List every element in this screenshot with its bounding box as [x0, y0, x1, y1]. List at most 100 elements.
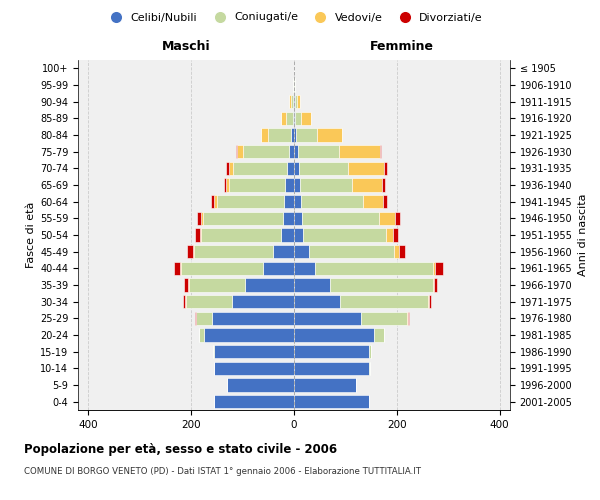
Bar: [386, 228, 393, 241]
Bar: [294, 345, 368, 358]
Bar: [294, 245, 310, 258]
Bar: [429, 295, 431, 308]
Bar: [232, 295, 294, 308]
Bar: [303, 228, 386, 241]
Bar: [294, 228, 303, 241]
Bar: [433, 262, 436, 275]
Bar: [301, 112, 311, 125]
Bar: [193, 245, 194, 258]
Bar: [296, 128, 317, 141]
Bar: [294, 195, 301, 208]
Bar: [340, 295, 428, 308]
Bar: [263, 262, 294, 275]
Bar: [295, 112, 301, 125]
Bar: [188, 278, 245, 291]
Bar: [238, 145, 242, 158]
Bar: [294, 145, 298, 158]
Bar: [317, 128, 343, 141]
Bar: [287, 162, 294, 175]
Bar: [298, 145, 339, 158]
Bar: [379, 212, 395, 225]
Bar: [400, 245, 404, 258]
Bar: [380, 145, 382, 158]
Bar: [294, 312, 361, 325]
Bar: [292, 95, 293, 108]
Bar: [314, 262, 433, 275]
Bar: [299, 162, 348, 175]
Bar: [213, 345, 214, 358]
Bar: [301, 195, 363, 208]
Bar: [245, 278, 294, 291]
Bar: [184, 278, 188, 291]
Bar: [302, 212, 379, 225]
Bar: [297, 95, 300, 108]
Bar: [281, 228, 294, 241]
Bar: [284, 195, 294, 208]
Bar: [202, 228, 281, 241]
Bar: [203, 212, 283, 225]
Bar: [173, 262, 180, 275]
Bar: [434, 278, 437, 291]
Bar: [211, 195, 214, 208]
Bar: [294, 212, 302, 225]
Bar: [436, 262, 443, 275]
Bar: [200, 228, 202, 241]
Bar: [395, 212, 400, 225]
Bar: [229, 162, 233, 175]
Bar: [352, 178, 382, 192]
Bar: [274, 245, 294, 258]
Bar: [292, 128, 294, 141]
Bar: [214, 345, 294, 358]
Bar: [368, 345, 371, 358]
Bar: [226, 162, 229, 175]
Bar: [294, 295, 340, 308]
Bar: [407, 312, 409, 325]
Bar: [348, 162, 384, 175]
Bar: [217, 195, 284, 208]
Bar: [286, 112, 293, 125]
Bar: [285, 178, 294, 192]
Bar: [227, 378, 294, 392]
Bar: [212, 312, 294, 325]
Text: Femmine: Femmine: [370, 40, 434, 54]
Y-axis label: Anni di nascita: Anni di nascita: [578, 194, 588, 276]
Bar: [194, 245, 274, 258]
Bar: [226, 178, 229, 192]
Bar: [361, 312, 407, 325]
Bar: [186, 295, 232, 308]
Bar: [195, 228, 200, 241]
Bar: [363, 195, 383, 208]
Bar: [195, 312, 196, 325]
Bar: [294, 328, 374, 342]
Bar: [180, 262, 181, 275]
Bar: [339, 145, 380, 158]
Bar: [294, 278, 330, 291]
Bar: [214, 195, 217, 208]
Bar: [199, 328, 204, 342]
Bar: [289, 145, 294, 158]
Bar: [393, 228, 398, 241]
Bar: [310, 245, 394, 258]
Bar: [294, 162, 299, 175]
Bar: [294, 395, 368, 408]
Bar: [294, 128, 296, 141]
Bar: [214, 395, 294, 408]
Bar: [242, 145, 289, 158]
Bar: [268, 128, 292, 141]
Bar: [300, 178, 352, 192]
Bar: [433, 278, 434, 291]
Text: Maschi: Maschi: [161, 40, 211, 54]
Bar: [204, 328, 294, 342]
Bar: [294, 362, 368, 375]
Bar: [197, 212, 201, 225]
Bar: [196, 312, 212, 325]
Bar: [294, 112, 295, 125]
Bar: [330, 278, 433, 291]
Bar: [294, 178, 300, 192]
Bar: [201, 212, 203, 225]
Legend: Celibi/Nubili, Coniugati/e, Vedovi/e, Divorziati/e: Celibi/Nubili, Coniugati/e, Vedovi/e, Di…: [101, 8, 487, 27]
Bar: [224, 178, 226, 192]
Bar: [294, 262, 314, 275]
Bar: [384, 162, 386, 175]
Bar: [428, 295, 429, 308]
